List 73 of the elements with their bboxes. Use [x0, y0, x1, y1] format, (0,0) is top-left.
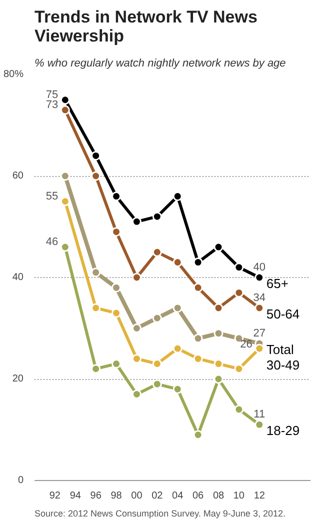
- x-tick-label: 12: [254, 490, 266, 502]
- point: [172, 303, 182, 313]
- data-label: 46: [46, 236, 58, 248]
- point: [60, 242, 70, 252]
- point: [193, 430, 203, 440]
- data-label: 34: [253, 292, 266, 304]
- point: [214, 328, 224, 338]
- data-label: 40: [253, 262, 266, 274]
- point: [91, 303, 101, 313]
- x-tick-label: 02: [152, 490, 164, 502]
- point: [172, 344, 182, 354]
- data-label: 55: [46, 190, 58, 202]
- chart-subtitle: % who regularly watch nightly network news by age: [34, 58, 286, 70]
- point: [60, 196, 70, 206]
- x-tick-label: 98: [110, 490, 122, 502]
- data-label: 73: [46, 99, 58, 112]
- point: [91, 364, 101, 374]
- point: [152, 379, 162, 389]
- point: [172, 258, 182, 268]
- point: [91, 150, 101, 160]
- series-label: 65+: [266, 276, 288, 291]
- series-label: Total: [266, 342, 294, 357]
- x-tick-label: 96: [90, 490, 102, 502]
- point: [60, 105, 70, 115]
- point: [132, 389, 142, 399]
- x-tick-label: 04: [172, 490, 184, 502]
- point: [214, 303, 224, 313]
- x-tick-label: 94: [70, 490, 82, 502]
- point: [91, 171, 101, 181]
- series-label: 50-64: [266, 306, 300, 322]
- point: [152, 313, 162, 323]
- data-label: 26: [240, 338, 252, 351]
- point: [234, 404, 244, 414]
- point: [193, 282, 203, 292]
- x-tick-label: 10: [233, 490, 245, 502]
- point: [152, 212, 162, 222]
- point: [60, 95, 70, 105]
- point: [172, 192, 182, 202]
- data-label: 27: [253, 327, 266, 340]
- y-tick-label: 20: [12, 374, 24, 384]
- y-tick-label: 0: [18, 475, 24, 486]
- data-label: 11: [254, 408, 266, 421]
- y-tick-label: 80%: [3, 69, 24, 80]
- point: [60, 171, 70, 181]
- y-tick-label: 60: [12, 170, 24, 182]
- point: [214, 374, 224, 384]
- point: [214, 242, 224, 252]
- x-tick-label: 92: [49, 490, 61, 502]
- point: [254, 272, 264, 282]
- point: [172, 384, 182, 394]
- point: [193, 334, 203, 344]
- x-tick-label: 06: [192, 490, 204, 502]
- point: [91, 268, 101, 278]
- x-tick-label: 08: [212, 490, 224, 502]
- data-label: 75: [46, 88, 58, 101]
- point: [132, 216, 142, 226]
- point: [112, 192, 122, 202]
- point: [152, 247, 162, 257]
- point: [193, 354, 203, 364]
- y-tick-label: 40: [12, 272, 24, 283]
- point: [234, 262, 244, 272]
- chart-title: Trends in Network TV News Viewership: [34, 8, 258, 46]
- point: [132, 324, 142, 333]
- series-label: 30-49: [266, 357, 300, 372]
- x-tick-label: 00: [131, 490, 143, 502]
- point: [234, 364, 244, 374]
- point: [254, 344, 264, 354]
- point: [254, 303, 264, 313]
- point: [112, 282, 122, 292]
- point: [112, 359, 122, 369]
- point: [254, 420, 264, 430]
- source-note: Source: 2012 News Consumption Survey. May 9-June 3, 2012.: [34, 508, 286, 518]
- series-label: 18-29: [266, 423, 300, 438]
